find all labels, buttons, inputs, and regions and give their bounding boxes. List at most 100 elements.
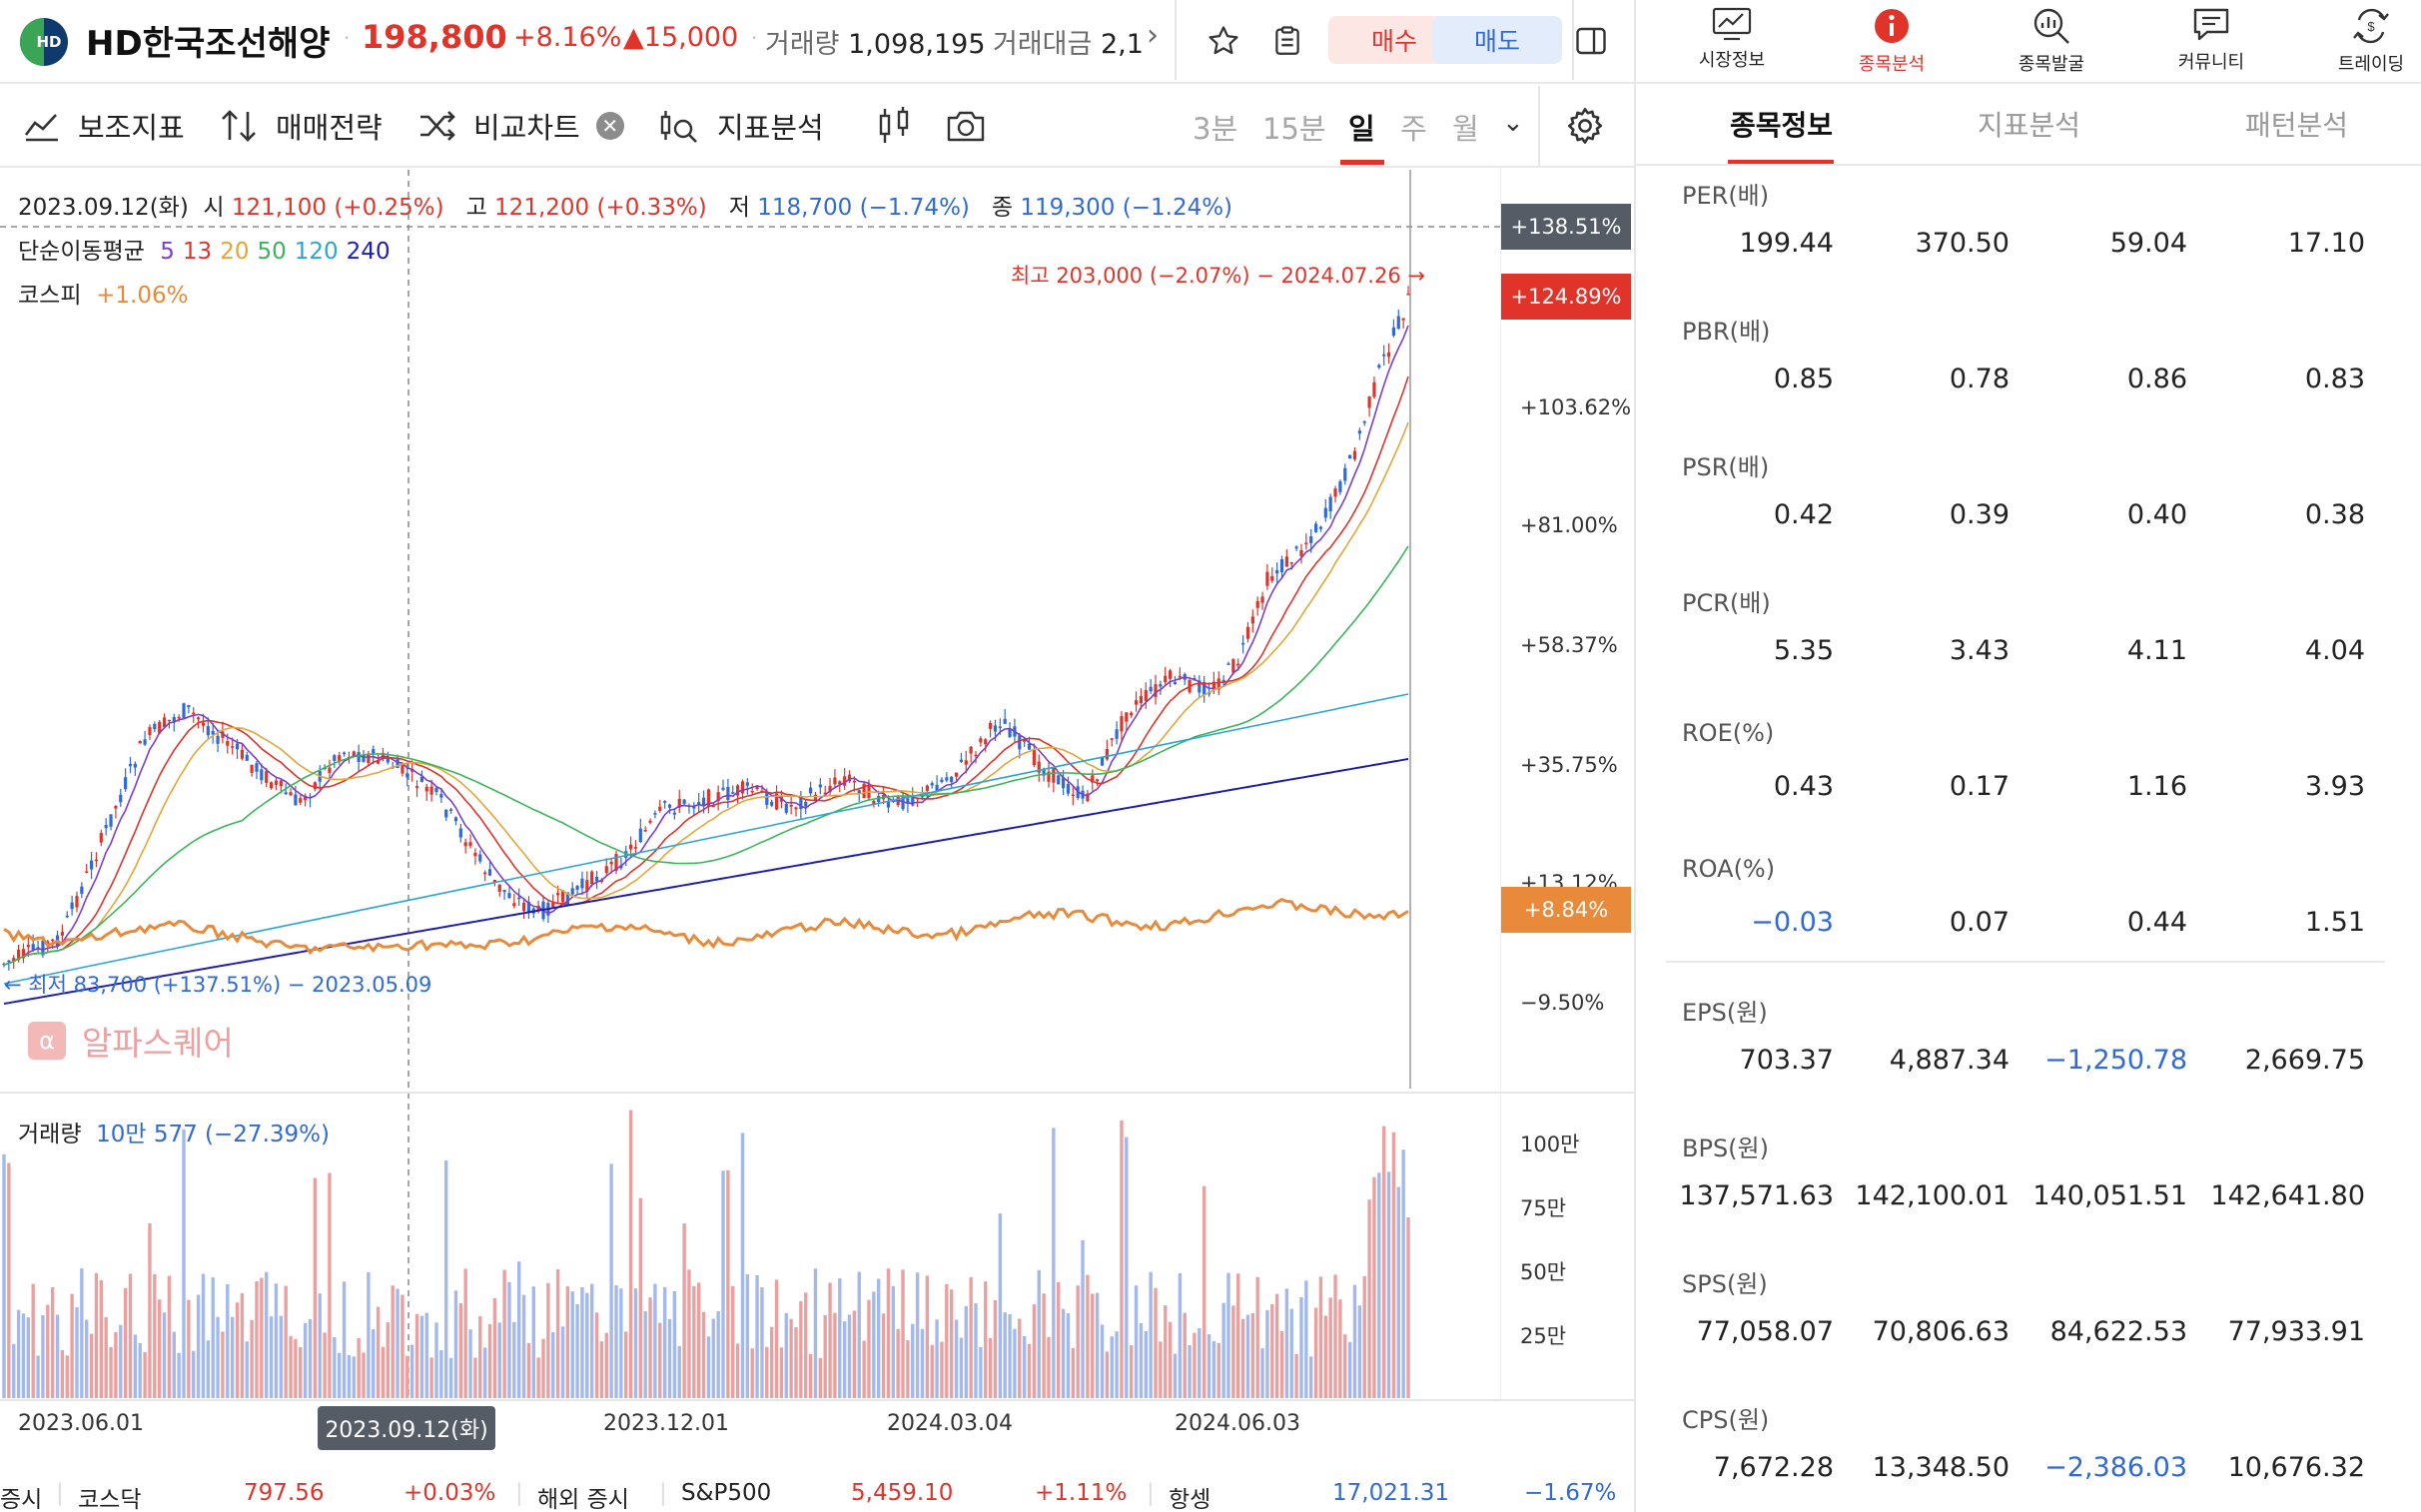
volume-bar bbox=[1154, 1287, 1158, 1398]
date-tick: 2024.03.04 bbox=[887, 1411, 1013, 1436]
volume-bar bbox=[1372, 1176, 1376, 1398]
tf-15min[interactable]: 15분 bbox=[1262, 112, 1326, 146]
candle-body bbox=[458, 828, 462, 838]
metric-name: EPS(원) bbox=[1682, 999, 1768, 1027]
candle-body bbox=[959, 759, 964, 762]
volume-bar bbox=[711, 1318, 715, 1398]
candle-body bbox=[487, 869, 492, 876]
volume-bar bbox=[828, 1282, 832, 1398]
volume-bar bbox=[468, 1329, 472, 1398]
candle-body bbox=[269, 782, 274, 789]
volume-bar bbox=[1168, 1321, 1173, 1398]
tf-day[interactable]: 일 bbox=[1348, 112, 1375, 146]
volume-bar bbox=[381, 1346, 386, 1398]
nav-trading[interactable]: $ 트레이딩 bbox=[2301, 6, 2421, 78]
indicators-button[interactable]: 보조지표 bbox=[22, 104, 185, 148]
stock-name[interactable]: HD한국조선해양 bbox=[86, 24, 331, 64]
chevron-down-icon[interactable]: ⌄ bbox=[1502, 108, 1524, 138]
nav-stock-discovery[interactable]: 종목발굴 bbox=[1982, 6, 2121, 78]
volume-bar bbox=[993, 1299, 998, 1398]
volume-bar bbox=[701, 1311, 706, 1398]
sell-button[interactable]: 매도 bbox=[1432, 16, 1562, 64]
metric-value: 0.17 bbox=[1949, 771, 2010, 802]
candle-body bbox=[401, 764, 404, 774]
candle-body bbox=[1401, 318, 1405, 321]
candle-body bbox=[804, 801, 808, 807]
volume-bar bbox=[974, 1303, 978, 1398]
market-ticker[interactable]: 증시 | 코스닥 797.56 +0.03% | 해외 증시 | S&P500 … bbox=[0, 1480, 1617, 1512]
settings-icon[interactable] bbox=[1564, 104, 1622, 148]
tf-3min[interactable]: 3분 bbox=[1193, 112, 1238, 146]
tab-indicator-analysis[interactable]: 지표분석 bbox=[1978, 109, 2081, 142]
compare-chart-button[interactable]: 비교차트 ✕ bbox=[417, 104, 624, 148]
candle-body bbox=[590, 871, 594, 884]
candle-body bbox=[463, 842, 467, 847]
metric-value: 77,058.07 bbox=[1696, 1316, 1834, 1347]
volume-bar bbox=[877, 1278, 881, 1398]
candle-body bbox=[638, 828, 642, 843]
volume-bar bbox=[337, 1352, 342, 1398]
volume-bar bbox=[255, 1281, 259, 1398]
price-chart[interactable] bbox=[0, 166, 1634, 1404]
volume-bar bbox=[740, 1133, 745, 1398]
candle-body bbox=[1091, 775, 1095, 783]
volume-bar bbox=[478, 1316, 482, 1398]
volume-bar bbox=[362, 1352, 366, 1398]
ma-legend[interactable]: 단순이동평균 5 13 20 50 120 240 bbox=[18, 239, 391, 265]
company-logo: HD bbox=[20, 18, 68, 66]
candlestick-icon[interactable] bbox=[875, 104, 929, 148]
tf-month[interactable]: 월 bbox=[1452, 112, 1479, 146]
volume-bar bbox=[240, 1292, 245, 1398]
candle-body bbox=[167, 719, 172, 722]
metric-value: 2,669.75 bbox=[2244, 1045, 2365, 1076]
volume-bar bbox=[541, 1338, 545, 1398]
candle-body bbox=[969, 746, 973, 754]
candle-body bbox=[1008, 728, 1012, 738]
nav-stock-analysis[interactable]: 종목분석 bbox=[1822, 6, 1962, 78]
star-icon[interactable] bbox=[1201, 18, 1246, 64]
metric-value: 0.43 bbox=[1773, 771, 1834, 802]
kospi-legend[interactable]: 코스피 +1.06% bbox=[18, 283, 189, 309]
volume-bar bbox=[988, 1337, 993, 1398]
volume-bar bbox=[157, 1299, 162, 1398]
candle-body bbox=[1139, 695, 1144, 703]
volume-bar bbox=[269, 1316, 274, 1398]
tab-pattern-analysis[interactable]: 패턴분석 bbox=[2245, 109, 2349, 142]
volume-bar bbox=[842, 1321, 847, 1398]
metric-name: CPS(원) bbox=[1682, 1406, 1770, 1434]
volume-bar bbox=[1193, 1332, 1197, 1398]
strategy-button[interactable]: 매매전략 bbox=[220, 104, 383, 148]
date-tick: 2023.06.01 bbox=[18, 1411, 144, 1436]
volume-bar bbox=[463, 1268, 467, 1398]
indicator-analysis-button[interactable]: 지표분석 bbox=[657, 104, 824, 148]
volume-bar bbox=[1159, 1341, 1163, 1398]
volume-bar bbox=[1100, 1324, 1105, 1398]
panel-toggle-icon[interactable] bbox=[1566, 18, 1616, 64]
tab-stock-info[interactable]: 종목정보 bbox=[1730, 109, 1834, 142]
volume-bar bbox=[1105, 1351, 1110, 1398]
candle-body bbox=[245, 754, 249, 761]
volume-bar bbox=[12, 1343, 16, 1398]
tf-week[interactable]: 주 bbox=[1400, 112, 1427, 146]
kosdaq-change: +0.03% bbox=[404, 1480, 496, 1506]
camera-icon[interactable] bbox=[945, 104, 1003, 148]
metric-value: 3.93 bbox=[2304, 771, 2365, 802]
candle-body bbox=[313, 782, 317, 790]
volume-bar bbox=[1391, 1132, 1396, 1398]
volume-bar bbox=[662, 1286, 667, 1398]
candle-body bbox=[862, 783, 866, 798]
candle-body bbox=[60, 932, 64, 936]
chevron-right-icon[interactable]: › bbox=[1147, 18, 1159, 53]
volume-bar bbox=[60, 1349, 65, 1398]
change-percent: +8.16% bbox=[513, 22, 622, 53]
candle-body bbox=[386, 757, 390, 763]
close-icon[interactable]: ✕ bbox=[595, 112, 624, 140]
volume-bar bbox=[1173, 1353, 1178, 1398]
candle-body bbox=[7, 960, 11, 963]
nav-market-info[interactable]: 시장정보 bbox=[1662, 6, 1802, 78]
volume-bar bbox=[799, 1300, 803, 1398]
volume-bar bbox=[405, 1355, 409, 1398]
clipboard-icon[interactable] bbox=[1264, 18, 1310, 64]
nav-community[interactable]: 커뮤니티 bbox=[2141, 6, 2281, 78]
candle-body bbox=[789, 805, 793, 807]
